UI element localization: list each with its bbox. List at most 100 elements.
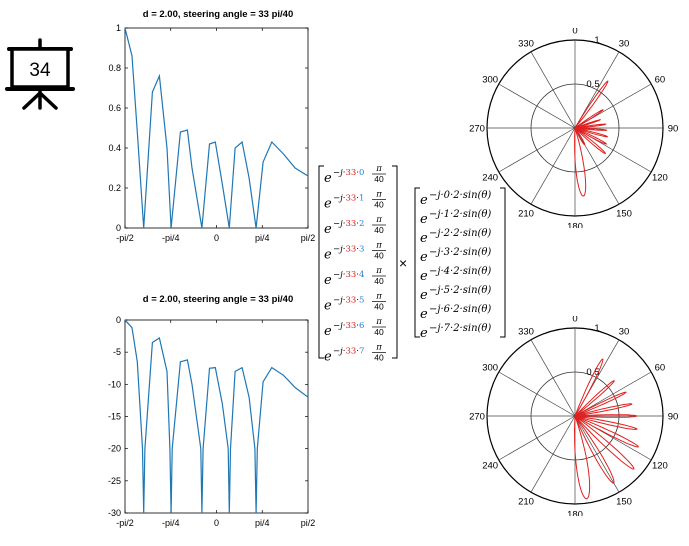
exponent: −j·33·1 — [333, 194, 364, 204]
right-matrix-open-bracket — [414, 187, 420, 338]
beam-lobe — [573, 415, 591, 500]
top-xtick-label: pi/4 — [255, 233, 270, 243]
polar-spoke — [530, 339, 576, 417]
bottom-xtick-label: 0 — [214, 518, 219, 528]
steering-vector-entry: e −j·33·0 π40 — [324, 164, 386, 186]
fraction-numerator: π — [375, 190, 382, 200]
polar-angle-label: 240 — [482, 173, 498, 184]
exp-base: e — [324, 171, 332, 186]
top-ytick-label: 0.2 — [108, 183, 121, 193]
steering-vector-entry: e −j·33·2 π40 — [324, 215, 386, 237]
top-xtick-label: pi/2 — [301, 233, 315, 243]
fraction-numerator: π — [375, 343, 382, 353]
fraction-denominator: 40 — [374, 251, 384, 261]
array-response-entry: e −j·1·2·sin(θ) — [420, 209, 491, 227]
right-matrix-close-bracket — [500, 187, 506, 338]
fraction-denominator: 40 — [374, 327, 384, 337]
beam-lobe — [574, 80, 609, 129]
element-index: 0 — [359, 168, 364, 178]
array-response-entry: e −j·2·2·sin(θ) — [420, 228, 491, 246]
exponent: −j·0·2·sin(θ) — [429, 190, 491, 201]
polar-spoke — [498, 371, 576, 417]
steering-index: 33 — [345, 168, 356, 178]
top-xtick-label: -pi/2 — [116, 233, 134, 243]
fraction-numerator: π — [375, 164, 382, 174]
slide-number: 34 — [29, 60, 51, 81]
exp-base: e — [324, 350, 332, 365]
top-xtick-label: 0 — [214, 233, 219, 243]
polar-radius-label: 1 — [594, 323, 599, 334]
slide-number-badge: 34 — [2, 38, 78, 114]
element-index: 3 — [359, 245, 364, 255]
fraction-numerator: π — [375, 215, 382, 225]
top-magnitude-plot: d = 2.00, steering angle = 33 pi/40 0 0.2… — [108, 9, 315, 243]
element-index: 6 — [359, 321, 364, 331]
element-index: 1 — [359, 194, 364, 204]
beam-lobe — [574, 109, 604, 129]
beam-lobe — [574, 391, 627, 417]
polar-radius-label: 0.5 — [586, 367, 599, 378]
bottom-ytick-label: -5 — [113, 347, 121, 357]
steering-index: 33 — [345, 296, 356, 306]
element-index: 2 — [359, 219, 364, 229]
exp-base: e — [324, 197, 332, 212]
steering-vector-entry: e −j·33·5 π40 — [324, 292, 386, 314]
bottom-ytick-label: -10 — [108, 379, 121, 389]
polar-angle-label: 90 — [668, 124, 679, 135]
bottom-ytick-label: -15 — [108, 412, 121, 422]
exp-base: e — [324, 222, 332, 237]
fraction-numerator: π — [375, 292, 382, 302]
top-ytick-label: 1 — [116, 23, 121, 33]
array-response-entry: e −j·6·2·sin(θ) — [420, 304, 491, 322]
times-symbol: × — [399, 255, 407, 271]
polar-spoke — [530, 415, 576, 493]
polar-angle-label: 150 — [616, 208, 632, 219]
polar-angle-label: 150 — [616, 496, 632, 507]
polar-spoke — [498, 415, 576, 461]
steering-vector-entry: e −j·33·6 π40 — [324, 317, 386, 339]
bottom-plot-axes — [124, 319, 309, 514]
steering-index: 33 — [345, 270, 356, 280]
beam-lobe — [574, 127, 587, 197]
polar-angle-label: 180 — [567, 510, 583, 517]
bottom-ytick-label: -20 — [108, 444, 121, 454]
exponent: −j·33·0 — [333, 168, 364, 178]
exp-base: e — [324, 299, 332, 314]
fraction-denominator: 40 — [374, 225, 384, 235]
exp-base: e — [324, 324, 332, 339]
steering-vector-entry: e −j·33·1 π40 — [324, 190, 386, 212]
top-ytick-label: 0.4 — [108, 143, 121, 153]
array-response-entry: e −j·4·2·sin(θ) — [420, 266, 491, 284]
exp-base: e — [420, 212, 428, 227]
exponent: −j·3·2·sin(θ) — [429, 247, 491, 258]
polar-spoke — [574, 415, 620, 493]
polar-angle-label: 240 — [482, 461, 498, 472]
exp-base: e — [420, 250, 428, 265]
polar-angle-label: 90 — [668, 412, 679, 423]
bottom-xtick-label: -pi/4 — [162, 518, 180, 528]
steering-index: 33 — [345, 219, 356, 229]
polar-radius-label: 0.5 — [586, 79, 599, 90]
fraction-denominator: 40 — [374, 302, 384, 312]
exp-base: e — [324, 248, 332, 263]
steering-index: 33 — [345, 194, 356, 204]
exponent: −j·33·3 — [333, 245, 364, 255]
steering-index: 33 — [345, 347, 356, 357]
exponent: −j·1·2·sin(θ) — [429, 209, 491, 220]
fraction-numerator: π — [375, 266, 382, 276]
fraction-denominator: 40 — [374, 276, 384, 286]
polar-spoke — [530, 127, 576, 205]
fraction-denominator: 40 — [374, 174, 384, 184]
beam-lobe — [574, 415, 639, 448]
polar-angle-label: 210 — [518, 496, 534, 507]
exponent: −j·4·2·sin(θ) — [429, 266, 491, 277]
exponent: −j·5·2·sin(θ) — [429, 285, 491, 296]
polar-spoke — [530, 51, 576, 129]
beam-lobe — [574, 127, 609, 138]
polar-angle-label: 330 — [518, 327, 534, 338]
polar-angle-label: 270 — [469, 124, 485, 135]
top-ytick-label: 0.8 — [108, 63, 121, 73]
left-matrix-open-bracket — [318, 165, 324, 359]
steering-index: 33 — [345, 245, 356, 255]
